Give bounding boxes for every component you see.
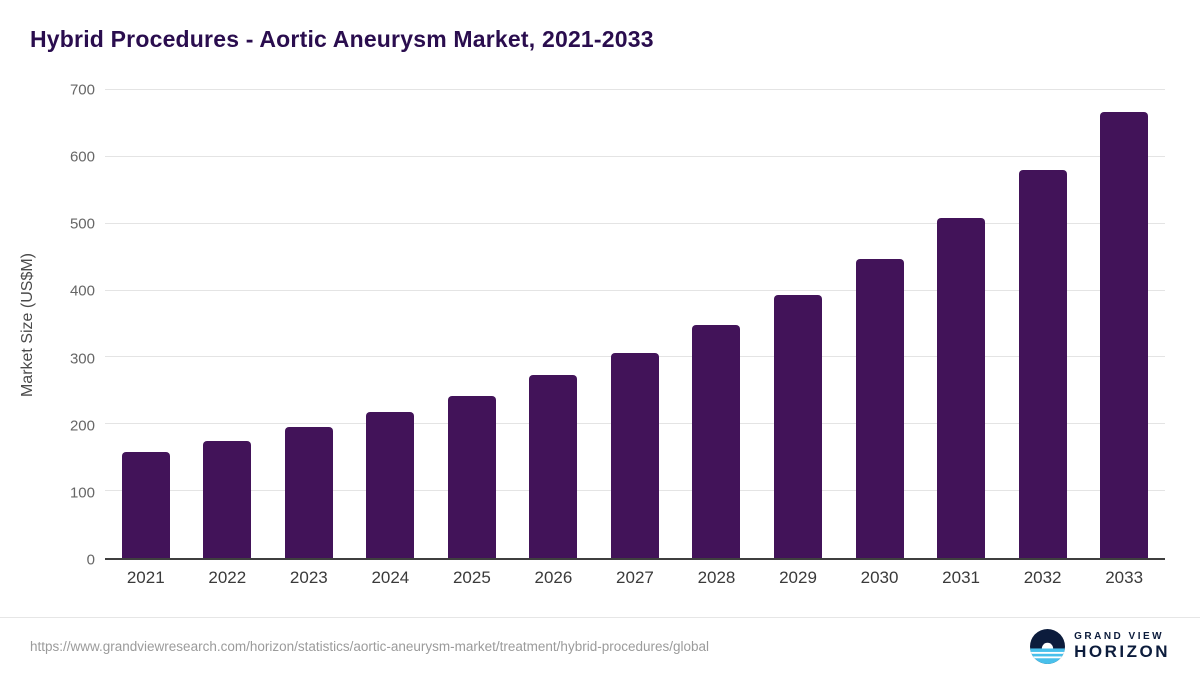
y-tick-label: 0 [86, 551, 95, 569]
brand-logo: GRAND VIEW HORIZON [1030, 629, 1170, 664]
x-tick-label-2022: 2022 [208, 568, 247, 587]
source-url: https://www.grandviewresearch.com/horizo… [30, 639, 710, 654]
gridline [105, 155, 1165, 157]
chart-title: Hybrid Procedures - Aortic Aneurysm Mark… [30, 26, 654, 52]
bar-series [105, 90, 1165, 558]
plot-area [105, 89, 1165, 560]
bar-2024 [366, 412, 415, 558]
x-tick-label-2026: 2026 [534, 568, 573, 587]
x-tick-label-2027: 2027 [616, 568, 654, 587]
x-tick-label-2021: 2021 [126, 568, 165, 587]
bar-slot [1083, 90, 1165, 558]
y-tick-label: 300 [69, 350, 95, 368]
bar-slot [757, 90, 839, 558]
bar-2026 [529, 375, 578, 558]
gridline [105, 222, 1165, 224]
y-tick-label: 500 [69, 215, 95, 233]
bar-slot [676, 90, 758, 558]
bar-slot [105, 90, 187, 558]
bar-2030 [855, 259, 904, 558]
bar-slot [594, 90, 676, 558]
bar-2025 [447, 395, 496, 558]
bar-2033 [1100, 112, 1149, 558]
bar-2023 [284, 426, 333, 558]
footer: https://www.grandviewresearch.com/horizo… [0, 617, 1200, 675]
bar-slot [431, 90, 513, 558]
bar-2031 [937, 218, 986, 558]
x-tick-label-2023: 2023 [289, 568, 328, 587]
brand-text: GRAND VIEW HORIZON [1074, 631, 1170, 662]
x-tick-label-2031: 2031 [942, 568, 980, 587]
bar-slot [920, 90, 1002, 558]
x-tick-label-2033: 2033 [1105, 568, 1144, 587]
gridline [105, 289, 1165, 291]
y-tick-label: 600 [69, 148, 95, 166]
bar-slot [268, 90, 350, 558]
bar-2027 [610, 352, 659, 558]
bar-slot [839, 90, 921, 558]
bar-slot [513, 90, 595, 558]
x-axis-tick-labels: 2021 2022 2023 2024 2025 2026 2027 2028 2029 2030… [105, 568, 1165, 588]
horizon-logo-icon [1030, 629, 1066, 664]
x-tick-label-2025: 2025 [452, 568, 491, 587]
x-tick-label-2024: 2024 [371, 568, 410, 587]
x-tick-label-2030: 2030 [860, 568, 899, 587]
gridline [105, 89, 1165, 90]
y-tick-label: 700 [69, 81, 95, 99]
brand-name-bottom: HORIZON [1074, 642, 1170, 662]
brand-name-top: GRAND VIEW [1074, 630, 1165, 642]
bar-2032 [1018, 170, 1067, 558]
y-tick-label: 400 [69, 282, 95, 300]
x-tick-label-2029: 2029 [779, 568, 817, 587]
x-tick-label-2032: 2032 [1023, 568, 1062, 587]
bar-slot [1002, 90, 1084, 558]
y-axis-tick-labels: 0 100 200 300 400 500 600 700 [30, 83, 95, 568]
bar-slot [187, 90, 269, 558]
bar-2022 [203, 441, 252, 558]
bar-slot [350, 90, 432, 558]
x-tick-label-2028: 2028 [697, 568, 736, 587]
y-tick-label: 200 [69, 417, 95, 435]
bar-2021 [121, 452, 170, 558]
bar-2028 [692, 325, 741, 558]
y-tick-label: 100 [69, 484, 95, 502]
bar-2029 [774, 294, 823, 558]
